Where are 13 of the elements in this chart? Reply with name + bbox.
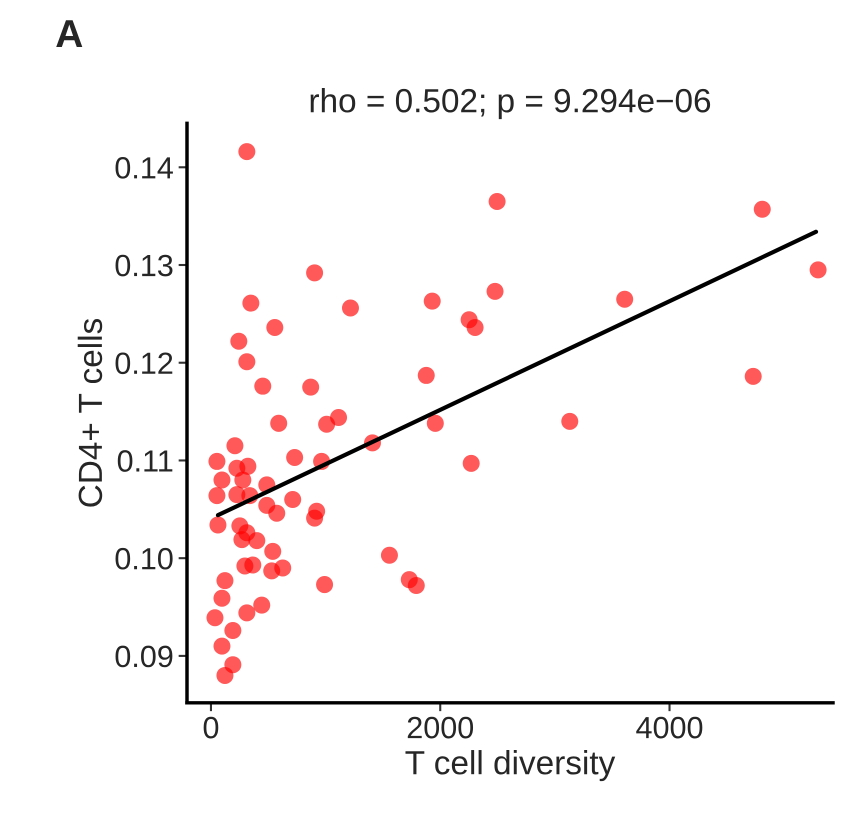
x-tick-label: 4000: [636, 716, 702, 738]
y-tick-label: 0.12: [116, 352, 172, 374]
chart-title: rho = 0.502; p = 9.294e−06: [310, 88, 710, 120]
y-axis-title: CD4+ T cells: [78, 318, 102, 507]
x-axis-title: T cell diversity: [405, 750, 616, 782]
x-tick-label: 2000: [408, 716, 474, 738]
y-tick-label: 0.13: [116, 254, 172, 276]
y-tick-label: 0.10: [116, 548, 173, 570]
y-tick-label: 0.14: [116, 157, 173, 179]
x-tick-label: 0: [204, 716, 218, 738]
y-tick-label: 0.11: [118, 450, 172, 472]
y-tick-label: 0.09: [116, 646, 172, 668]
text: A: [56, 20, 82, 48]
